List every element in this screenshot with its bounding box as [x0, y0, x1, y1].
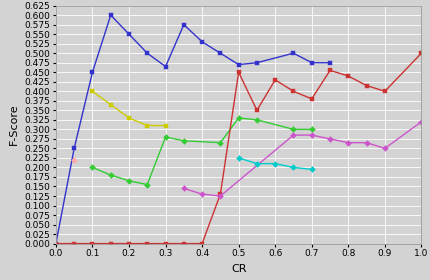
- Y-axis label: F-Score: F-Score: [9, 104, 19, 145]
- X-axis label: CR: CR: [231, 264, 246, 274]
